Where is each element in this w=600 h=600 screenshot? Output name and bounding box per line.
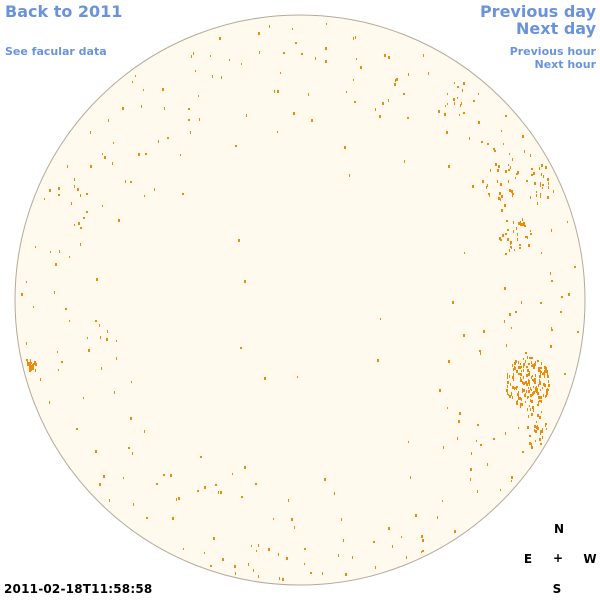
back-to-year-link[interactable]: Back to 2011 [5,2,123,21]
compass-west: W [583,552,597,566]
compass-north: N [553,522,565,536]
facular-data-link[interactable]: See facular data [5,45,107,58]
facular-features [21,23,579,581]
solar-disk [14,14,586,586]
compass-center: + [552,551,564,565]
previous-hour-link[interactable]: Previous hour [509,45,596,58]
previous-day-link[interactable]: Previous day [479,2,596,21]
compass-south: S [552,582,562,596]
compass-east: E [523,552,533,566]
next-day-link[interactable]: Next day [516,19,596,38]
observation-timestamp: 2011-02-18T11:58:58 [4,582,153,596]
next-hour-link[interactable]: Next hour [534,58,597,71]
